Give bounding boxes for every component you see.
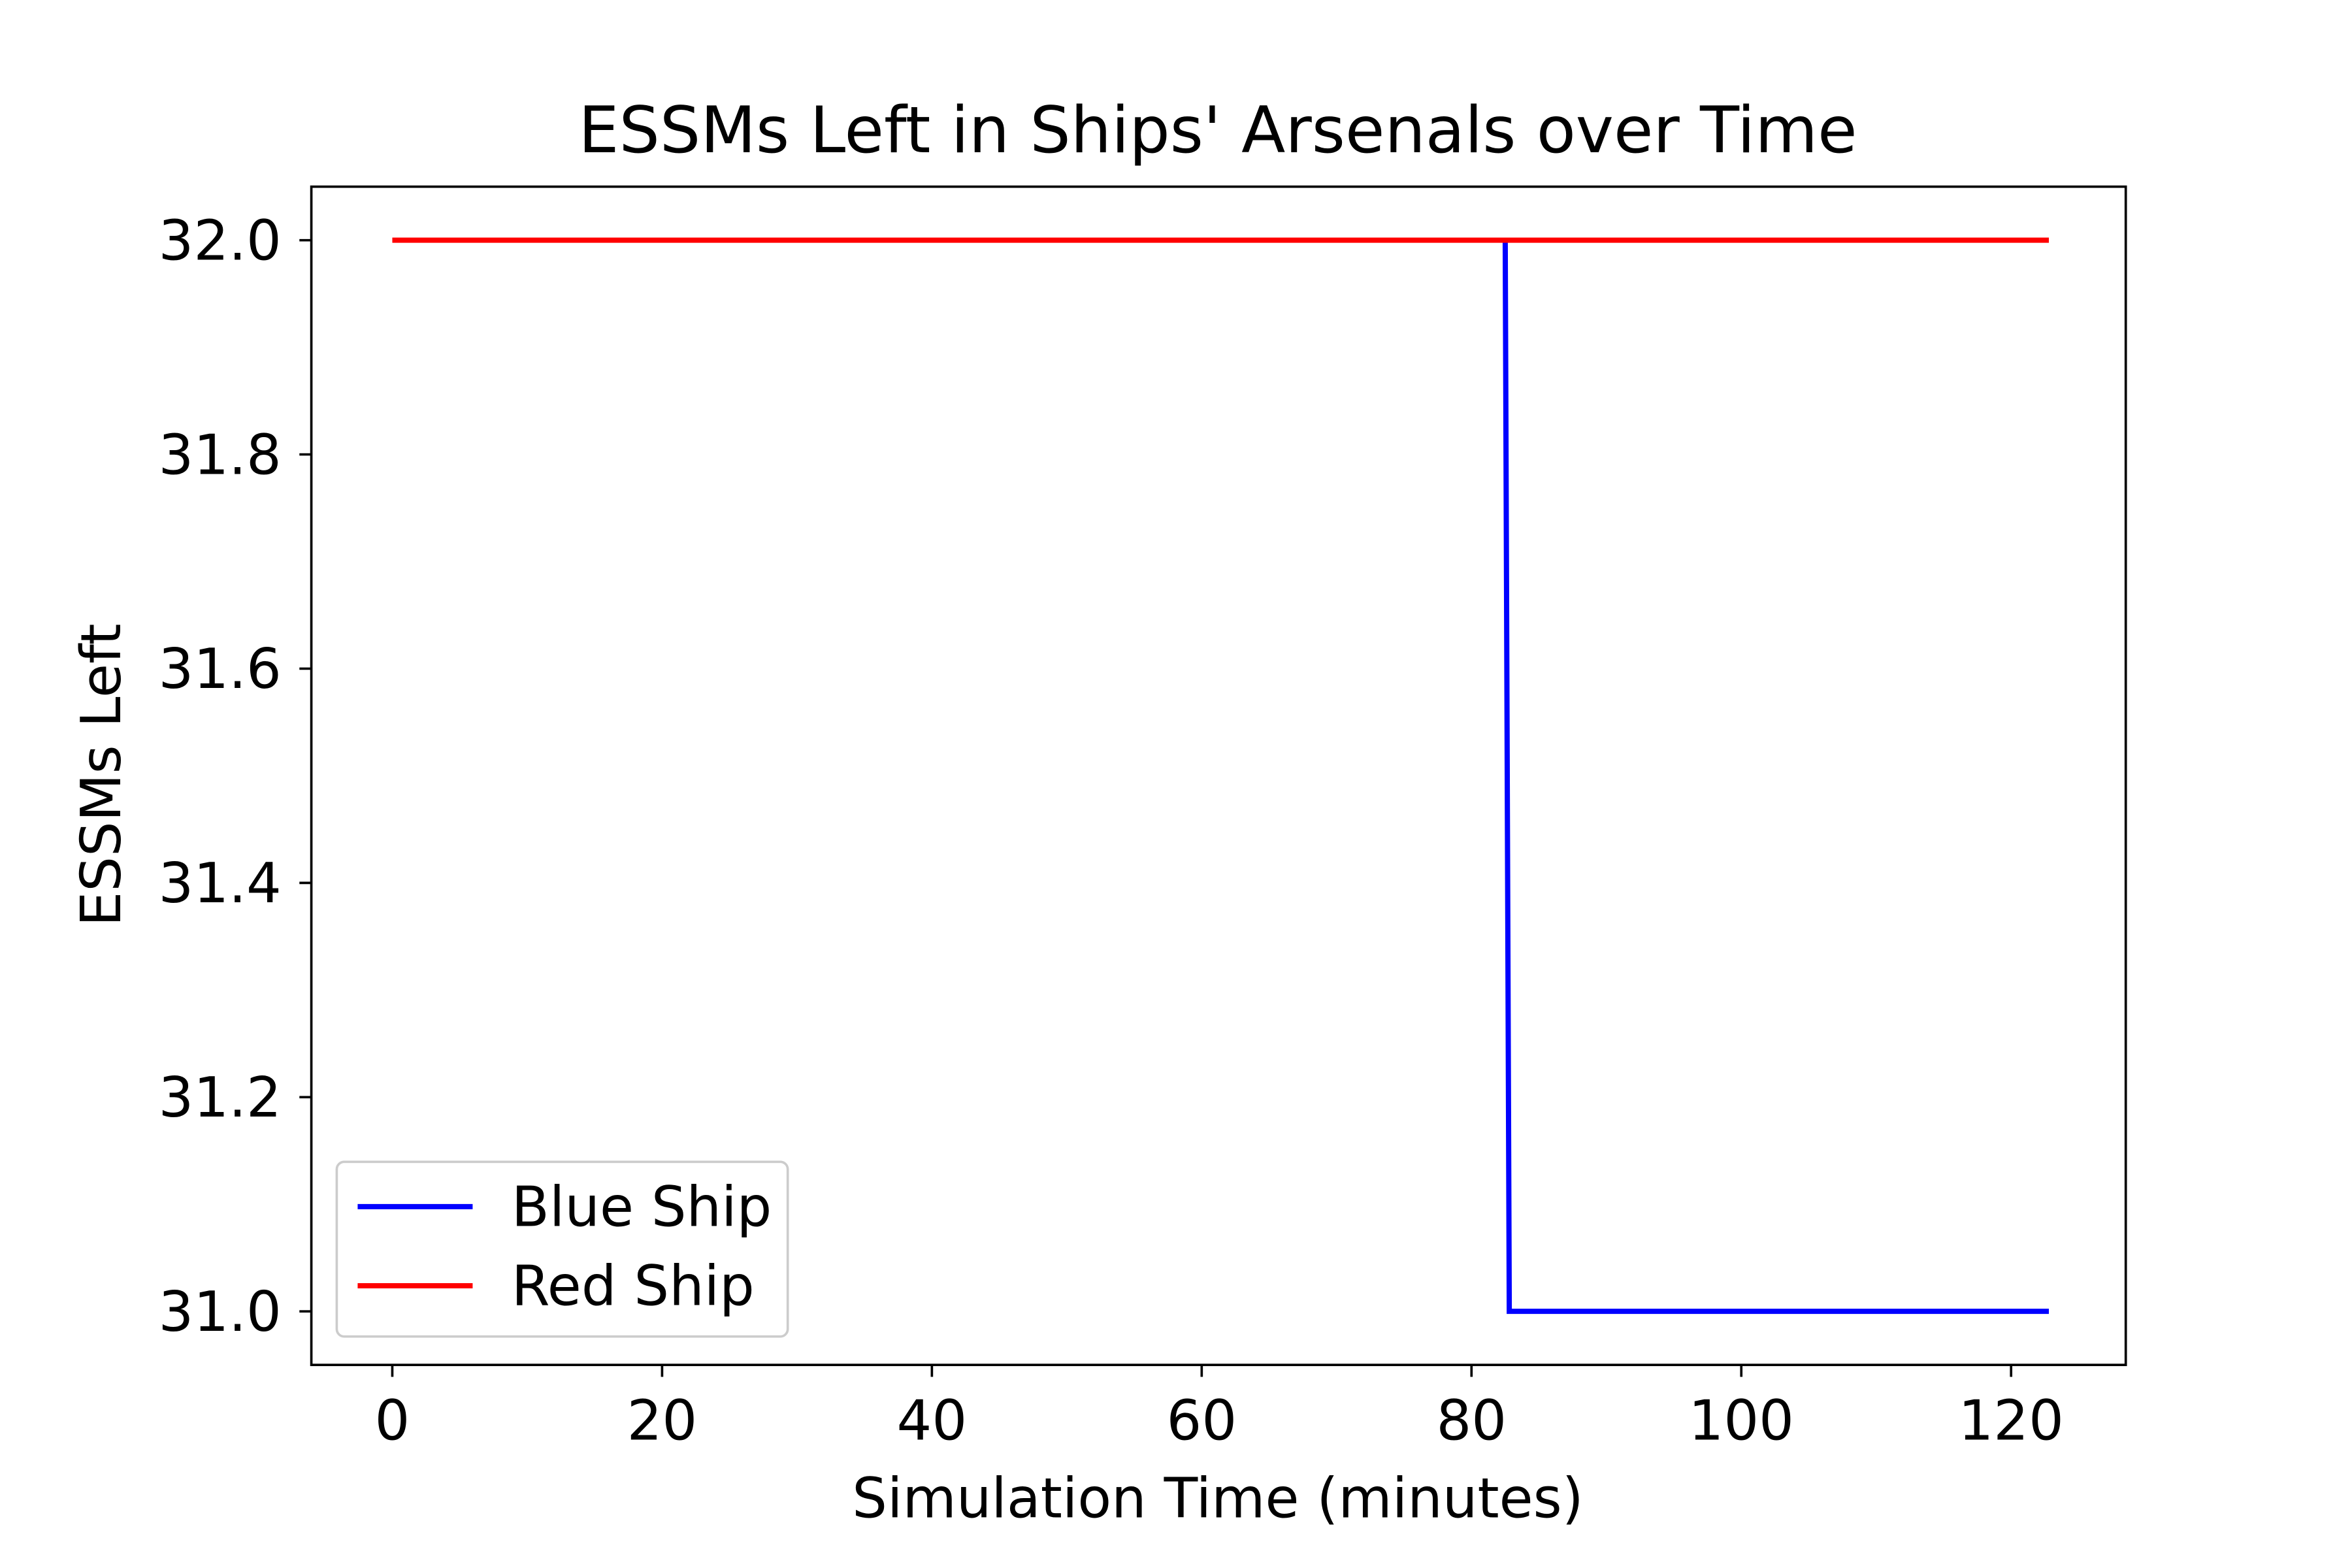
y-tick-label: 31.0 [159,1280,282,1344]
x-tick-label: 0 [375,1388,410,1452]
legend: Blue Ship Red Ship [335,1160,789,1338]
x-axis: 0 20 40 60 80 100 120 [375,1365,2064,1452]
series-layer [392,237,2050,1315]
legend-label-red-ship: Red Ship [512,1254,755,1318]
y-tick-label: 31.4 [159,851,282,915]
plot-frame [310,185,2127,1366]
x-axis-label: Simulation Time (minutes) [852,1466,1583,1530]
y-axis: 31.0 31.2 31.4 31.6 31.8 32.0 [159,208,312,1344]
chart-title: ESSMs Left in Ships' Arsenals over Time [578,93,1857,168]
x-tick-label: 60 [1167,1388,1237,1452]
y-tick-label: 31.6 [159,637,282,701]
y-tick-label: 31.2 [159,1066,282,1130]
x-tick-label: 40 [897,1388,968,1452]
legend-label-blue-ship: Blue Ship [512,1175,772,1239]
x-tick-label: 100 [1689,1388,1794,1452]
x-tick-label: 20 [627,1388,698,1452]
y-tick-label: 31.8 [159,423,282,487]
x-tick-label: 80 [1436,1388,1507,1452]
y-tick-label: 32.0 [159,208,282,272]
y-axis-label: ESSMs Left [69,623,133,926]
x-tick-label: 120 [1959,1388,2064,1452]
series-line-blue-ship [1502,240,2050,1315]
